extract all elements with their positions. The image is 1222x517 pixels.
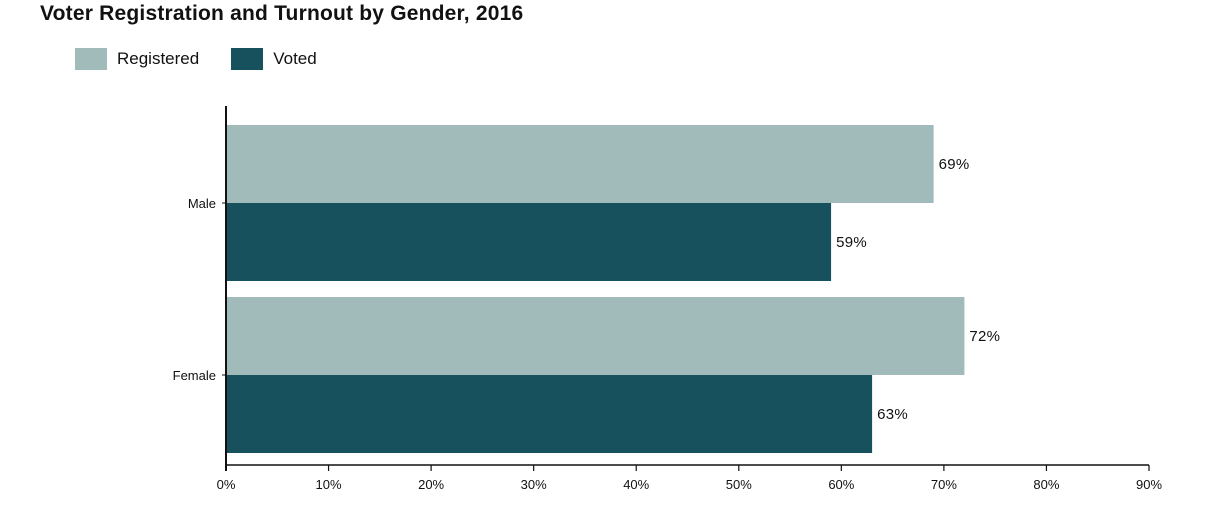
bar-label-female-registered: 72%	[969, 328, 1000, 345]
bar-female-voted	[226, 375, 873, 453]
category-label-male: Male	[188, 196, 216, 211]
bar-male-voted	[226, 203, 832, 281]
bar-label-female-voted: 63%	[877, 406, 908, 423]
chart-title: Voter Registration and Turnout by Gender…	[40, 2, 524, 25]
x-tick-label-80: 80%	[1033, 477, 1059, 492]
x-tick-label-50: 50%	[726, 477, 752, 492]
bar-label-male-registered: 69%	[939, 156, 970, 173]
legend-label-voted: Voted	[273, 49, 317, 68]
bar-male-registered	[226, 125, 934, 203]
legend-item-voted: Voted	[231, 48, 317, 70]
bar-label-male-voted: 59%	[836, 234, 867, 251]
x-tick-label-30: 30%	[521, 477, 547, 492]
legend: Registered Voted	[75, 48, 317, 70]
x-tick-label-40: 40%	[623, 477, 649, 492]
legend-swatch-voted	[231, 48, 264, 70]
x-tick-label-60: 60%	[828, 477, 854, 492]
x-tick-label-20: 20%	[418, 477, 444, 492]
x-tick-label-0: 0%	[217, 477, 236, 492]
legend-item-registered: Registered	[75, 48, 199, 70]
legend-label-registered: Registered	[117, 49, 200, 68]
category-label-female: Female	[173, 368, 216, 383]
bar-female-registered	[226, 297, 965, 375]
x-tick-label-90: 90%	[1136, 477, 1162, 492]
x-tick-label-10: 10%	[316, 477, 342, 492]
x-tick-label-70: 70%	[931, 477, 957, 492]
legend-swatch-registered	[75, 48, 107, 70]
